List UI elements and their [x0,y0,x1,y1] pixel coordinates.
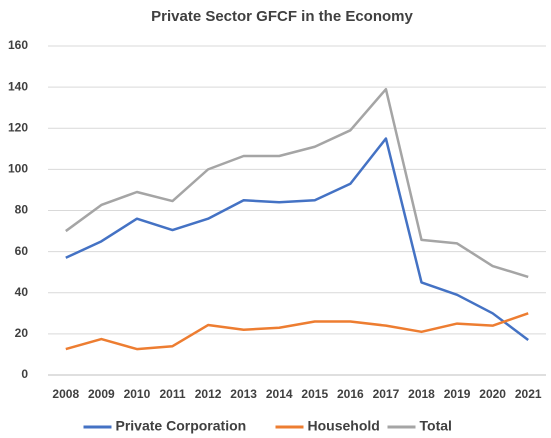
series-line [65,87,529,279]
x-tick-label: 2014 [266,387,293,401]
series-line [65,137,529,342]
x-tick-label: 2011 [159,387,185,401]
y-tick-label: 160 [8,38,28,52]
y-tick-label: 100 [8,162,28,176]
chart-title: Private Sector GFCF in the Economy [151,8,413,25]
legend-label: Total [420,418,452,434]
x-tick-label: 2008 [52,387,79,401]
x-tick-label: 2015 [301,387,328,401]
x-tick-label: 2012 [195,387,222,401]
x-tick-label: 2021 [515,387,542,401]
y-tick-label: 140 [8,79,28,93]
x-tick-label: 2020 [479,387,506,401]
y-tick-label: 40 [15,285,29,299]
y-tick-label: 0 [21,367,28,381]
x-tick-label: 2017 [373,387,400,401]
x-tick-label: 2016 [337,387,364,401]
y-tick-label: 20 [15,326,29,340]
series-line [65,312,529,351]
y-tick-label: 60 [15,244,29,258]
x-tick-label: 2013 [230,387,257,401]
y-tick-label: 120 [8,120,28,134]
legend-label: Private Corporation [116,418,247,434]
x-tick-label: 2019 [444,387,471,401]
x-tick-label: 2018 [408,387,435,401]
x-tick-label: 2009 [88,387,115,401]
legend-label: Household [308,418,380,434]
x-tick-label: 2010 [124,387,151,401]
y-tick-label: 80 [15,203,29,217]
